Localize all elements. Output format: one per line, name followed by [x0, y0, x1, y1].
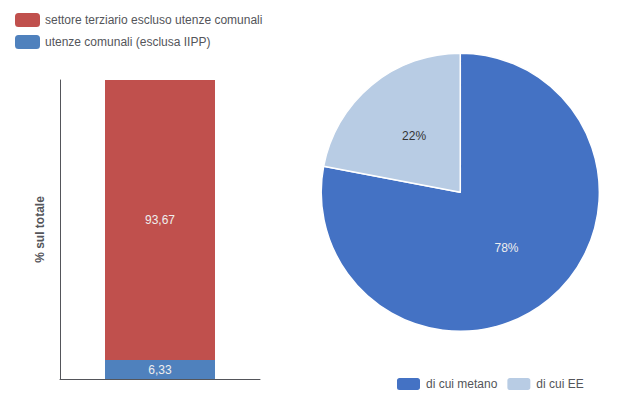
svg-text:di cui metano: di cui metano	[426, 377, 498, 391]
svg-text:93,67: 93,67	[145, 213, 175, 227]
svg-text:22%: 22%	[402, 129, 426, 143]
svg-text:utenze comunali (esclusa IIPP): utenze comunali (esclusa IIPP)	[45, 35, 210, 49]
svg-text:% sul totale: % sul totale	[33, 196, 47, 263]
svg-text:78%: 78%	[494, 241, 518, 255]
svg-text:settore terziario escluso uten: settore terziario escluso utenze comunal…	[45, 13, 262, 27]
svg-text:6,33: 6,33	[148, 363, 172, 377]
svg-text:di cui EE: di cui EE	[536, 377, 583, 391]
